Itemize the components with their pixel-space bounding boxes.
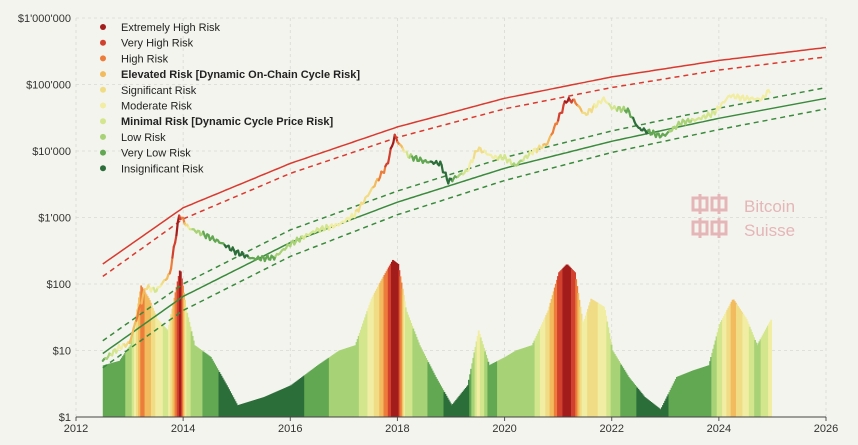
legend-label: Minimal Risk [Dynamic Cycle Price Risk]	[121, 116, 333, 128]
price-segment	[562, 105, 563, 112]
legend-label: Insignificant Risk	[121, 163, 204, 175]
legend-marker	[100, 103, 106, 109]
y-tick-label: $10'000	[32, 146, 71, 158]
y-tick-label: $100'000	[26, 80, 71, 92]
x-tick-label: 2024	[707, 423, 731, 435]
bitcoin-suisse-watermark: Bitcoin Suisse	[693, 194, 795, 240]
legend-label: High Risk	[121, 53, 169, 65]
risk-histogram	[103, 260, 772, 417]
legend-label: Very Low Risk	[121, 148, 191, 160]
price-segment	[172, 247, 173, 258]
price-segment	[142, 295, 143, 303]
legend-label: Moderate Risk	[121, 101, 192, 113]
y-tick-label: $100	[47, 279, 71, 291]
y-tick-label: $10	[53, 346, 71, 358]
x-tick-label: 2022	[599, 423, 623, 435]
legend-label: Extremely High Risk	[121, 22, 221, 34]
legend-marker	[100, 134, 106, 140]
risk-histogram-bar	[770, 320, 772, 417]
price-segment	[171, 258, 172, 269]
legend-marker	[100, 55, 106, 61]
price-line	[103, 90, 770, 361]
bitcoin-suisse-logo-icon	[693, 194, 726, 238]
legend-label: Low Risk	[121, 132, 166, 144]
x-tick-label: 2018	[385, 423, 409, 435]
legend-marker	[100, 40, 106, 46]
x-tick-label: 2016	[278, 423, 302, 435]
legend-marker	[100, 150, 106, 156]
price-segment	[176, 222, 177, 235]
x-tick-label: 2020	[492, 423, 516, 435]
price-band-line-2	[103, 57, 826, 277]
legend-label: Significant Risk	[121, 85, 197, 97]
legend-marker	[100, 118, 106, 124]
price-segment	[442, 165, 443, 172]
price-segment	[768, 90, 769, 92]
legend-marker	[100, 71, 106, 77]
x-tick-label: 2012	[64, 423, 88, 435]
legend-marker	[100, 24, 106, 30]
price-segment	[389, 148, 390, 156]
y-tick-label: $1'000	[38, 213, 71, 225]
price-segment	[175, 235, 176, 243]
x-tick-label: 2026	[814, 423, 838, 435]
watermark-line1: Bitcoin	[744, 197, 795, 216]
legend-label: Elevated Risk [Dynamic On-Chain Cycle Ri…	[121, 69, 360, 81]
legend-marker	[100, 165, 106, 171]
legend-marker	[100, 87, 106, 93]
watermark-line2: Suisse	[744, 221, 795, 240]
legend-label: Very High Risk	[121, 38, 194, 50]
x-tick-label: 2014	[171, 423, 195, 435]
y-tick-label: $1'000'000	[18, 13, 71, 25]
